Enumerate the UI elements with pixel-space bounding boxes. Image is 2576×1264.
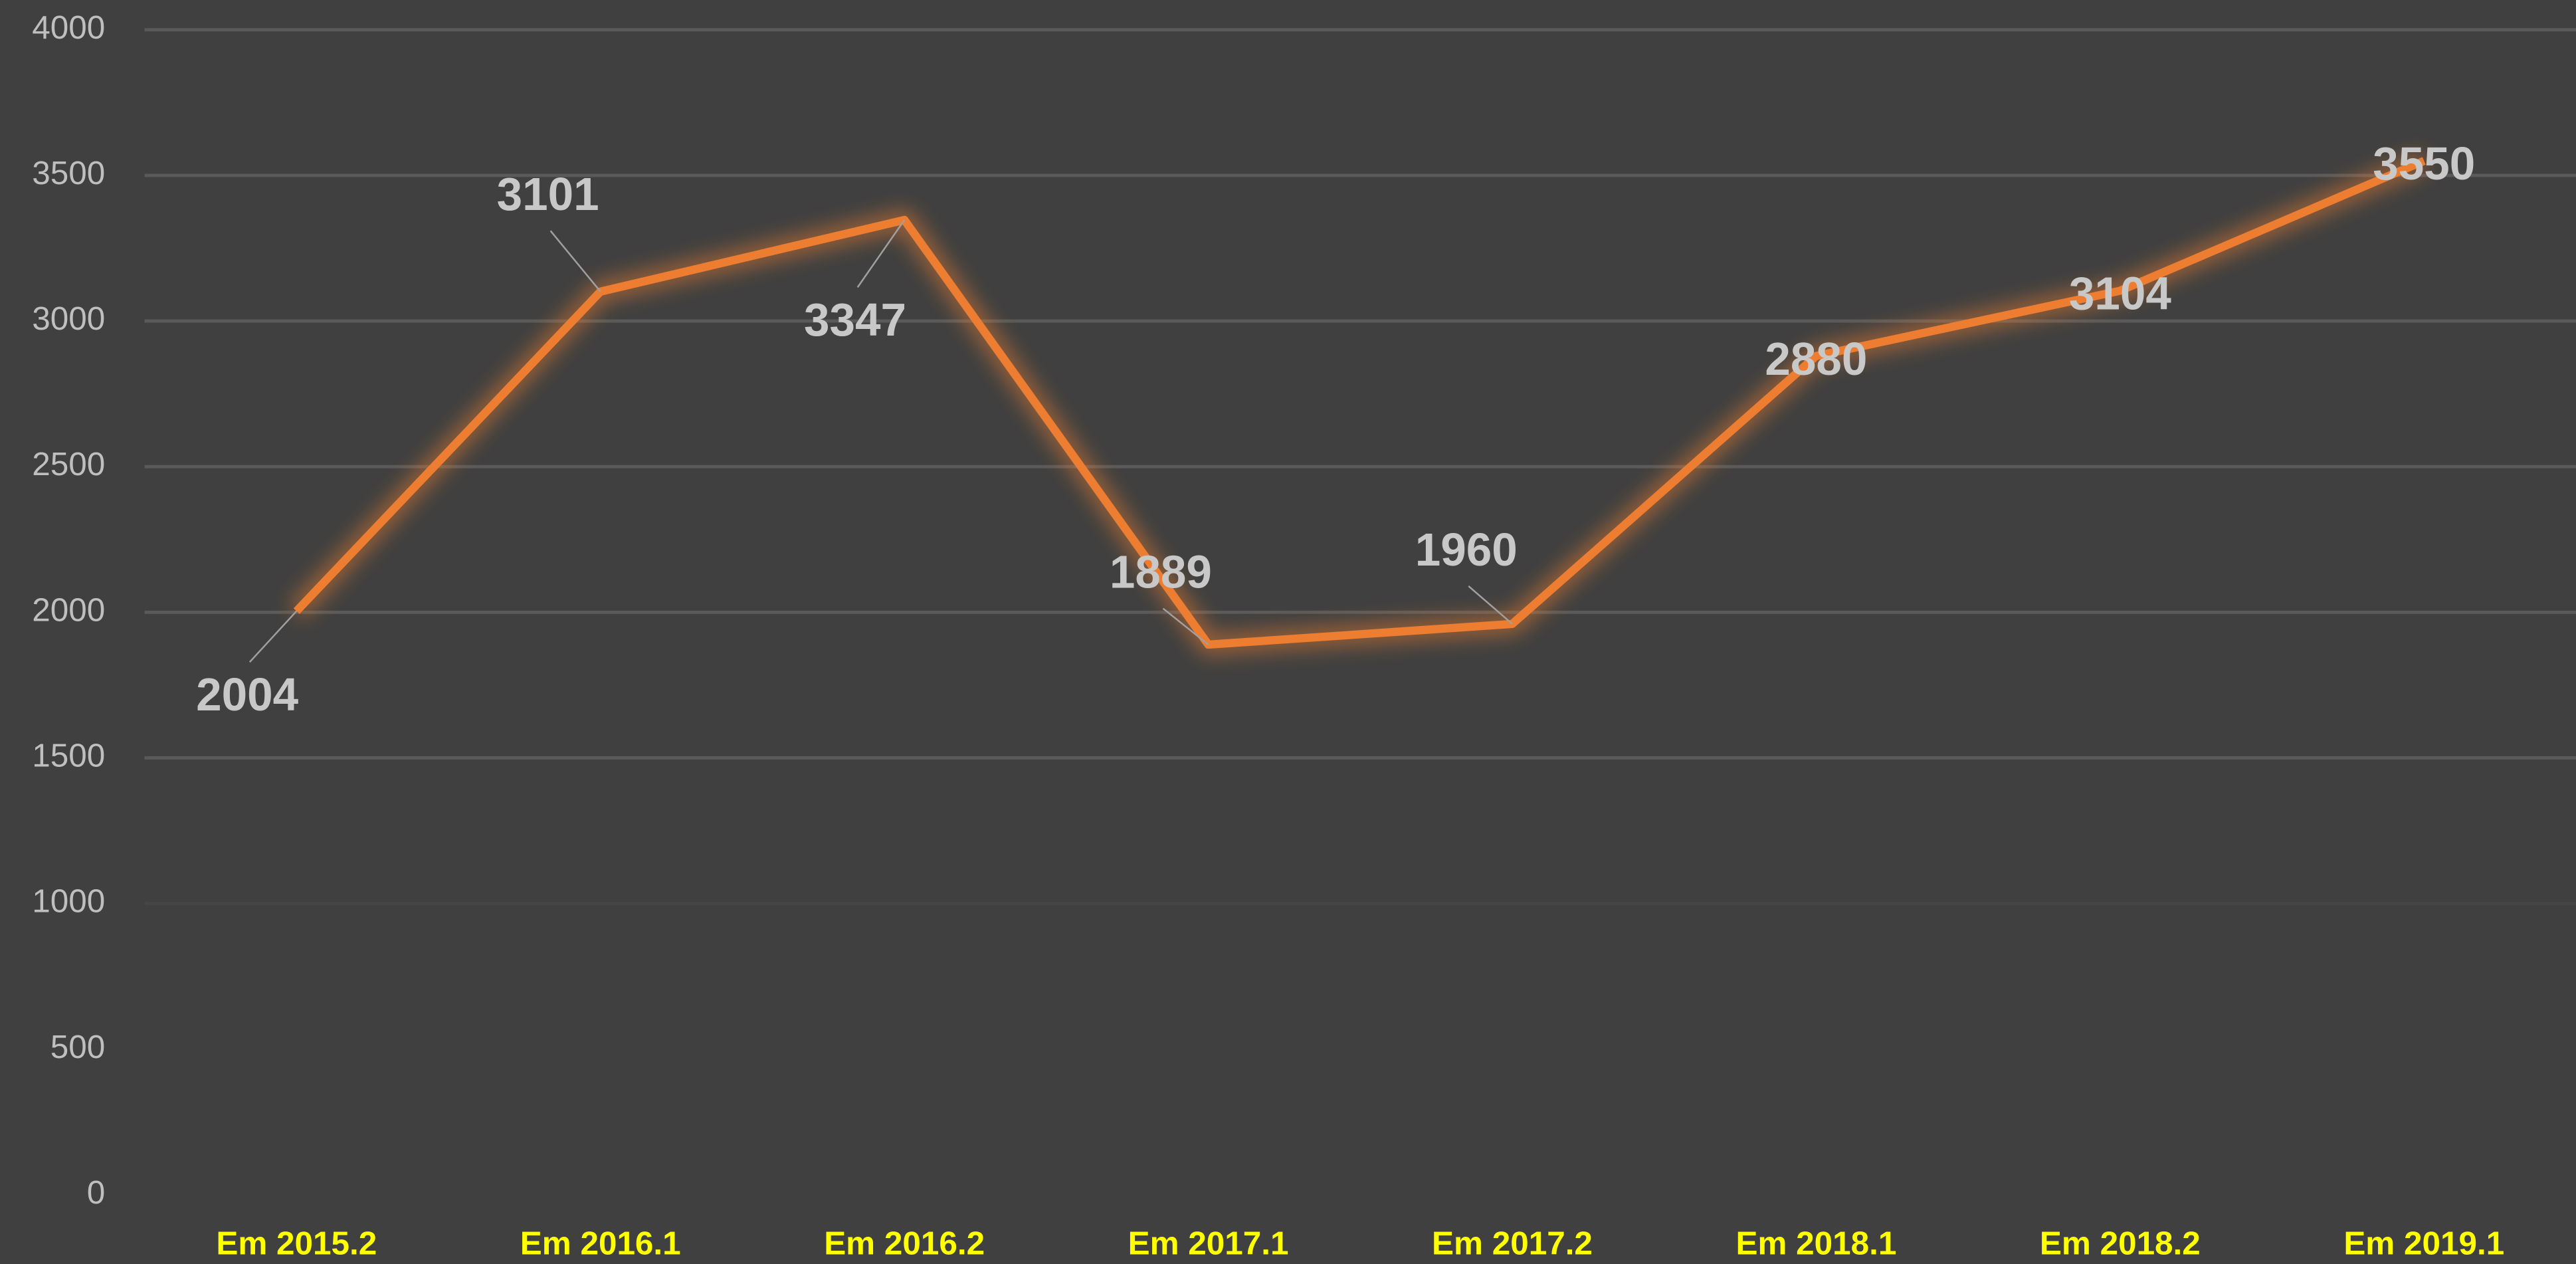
x-tick-label: Em 2018.1 (1735, 1225, 1896, 1262)
data-label: 3550 (2373, 138, 2475, 189)
y-tick-label: 2500 (32, 446, 105, 482)
x-tick-label: Em 2016.1 (520, 1225, 681, 1262)
x-tick-label: Em 2018.2 (2040, 1225, 2201, 1262)
x-tick-label: Em 2017.2 (1432, 1225, 1593, 1262)
line (293, 157, 2426, 649)
leader-line (248, 610, 298, 663)
data-label: 2004 (196, 669, 298, 720)
data-label: 1960 (1415, 524, 1518, 576)
x-tick-label: Em 2019.1 (2343, 1225, 2504, 1262)
x-tick-label: Em 2016.2 (824, 1225, 985, 1262)
y-tick-label: 4000 (32, 9, 105, 46)
y-tick-label: 0 (87, 1174, 106, 1211)
y-tick-label: 3500 (32, 155, 105, 191)
leader-line (1162, 607, 1209, 645)
x-tick-label: Em 2015.2 (216, 1225, 377, 1262)
data-label: 3347 (804, 294, 906, 346)
y-tick-label: 1000 (32, 883, 105, 920)
y-tick-label: 2000 (32, 591, 105, 628)
y-tick-label: 1500 (32, 738, 105, 774)
data-label: 3101 (497, 168, 599, 220)
leader-line (856, 219, 906, 288)
leader-line (1468, 585, 1513, 625)
data-label: 2880 (1765, 333, 1867, 385)
y-tick-label: 500 (50, 1029, 105, 1065)
y-tick-label: 3000 (32, 300, 105, 337)
data-label: 3104 (2069, 268, 2171, 320)
x-tick-label: Em 2017.1 (1128, 1225, 1289, 1262)
leader-line (549, 230, 601, 292)
data-label: 1889 (1110, 546, 1212, 597)
